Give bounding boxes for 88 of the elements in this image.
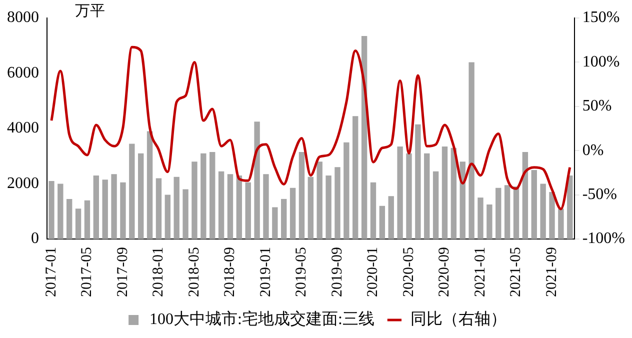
- bar: [120, 182, 126, 240]
- bar: [388, 196, 394, 240]
- x-tick-label: 2017-01: [43, 247, 60, 298]
- bar: [290, 188, 296, 240]
- bar: [236, 175, 242, 240]
- y2-tick-label: 150%: [582, 9, 620, 26]
- y2-tick-label: 100%: [582, 53, 620, 70]
- bar: [227, 174, 234, 240]
- x-tick-label: 2020-01: [365, 247, 382, 298]
- y-tick-label: 0: [31, 230, 39, 248]
- x-tick-label: 2021-05: [508, 247, 524, 298]
- y-tick-label: 8000: [7, 9, 39, 26]
- bar: [468, 62, 474, 240]
- bar: [182, 189, 188, 240]
- bar: [281, 198, 287, 240]
- x-tick-label: 2021-01: [472, 247, 488, 298]
- x-tick-label: 2019-05: [294, 247, 310, 298]
- x-tick-label: 2019-09: [329, 247, 346, 298]
- bar: [352, 116, 358, 240]
- bar: [334, 167, 340, 240]
- x-tick-label: 2018-09: [222, 247, 238, 298]
- y2-tick-label: 0%: [582, 142, 604, 159]
- bar: [513, 186, 520, 240]
- bar: [146, 131, 153, 240]
- legend-label: 同比（右轴）: [410, 310, 506, 328]
- bar: [200, 153, 206, 240]
- bar: [138, 153, 144, 240]
- bar: [102, 180, 108, 240]
- bar: [75, 208, 82, 240]
- bar: [164, 194, 171, 240]
- bar: [218, 171, 224, 240]
- y2-tick-label: -50%: [582, 186, 617, 204]
- bar: [210, 152, 216, 240]
- bar: [370, 182, 376, 240]
- x-tick-label: 2020-05: [400, 247, 417, 298]
- bar: [540, 184, 546, 240]
- bar: [344, 142, 350, 240]
- x-tick-label: 2020-09: [436, 247, 453, 298]
- bar: [316, 162, 322, 240]
- bar: [496, 188, 502, 240]
- bar: [156, 178, 162, 240]
- bar: [442, 146, 448, 240]
- x-tick-label: 2021-09: [544, 247, 560, 298]
- bar: [397, 146, 403, 240]
- bar: [415, 124, 421, 240]
- bar: [379, 206, 386, 240]
- bar: [432, 171, 439, 240]
- bar: [460, 162, 466, 240]
- bar: [174, 176, 180, 240]
- bar: [48, 180, 54, 240]
- bar: [450, 148, 457, 240]
- bar: [111, 174, 117, 240]
- bar: [567, 175, 573, 240]
- bar: [308, 176, 314, 240]
- x-tick-label: 2017-09: [114, 247, 131, 298]
- bar: [558, 208, 564, 240]
- bar: [406, 153, 412, 240]
- bar: [424, 153, 430, 240]
- bar: [263, 174, 269, 240]
- bar: [254, 122, 260, 240]
- bar: [245, 182, 251, 240]
- bar: [58, 184, 64, 240]
- bar: [298, 152, 305, 240]
- bar: [192, 162, 198, 240]
- x-tick-label: 2017-05: [79, 247, 96, 298]
- annotation: 万平: [75, 3, 105, 20]
- legend-label: 100大中城市:宅地成交建面:三线: [150, 310, 374, 328]
- y2-tick-label: -100%: [582, 230, 625, 248]
- bar: [531, 170, 537, 240]
- bar: [129, 144, 135, 240]
- bar: [504, 185, 510, 240]
- bar: [93, 175, 100, 240]
- x-tick-label: 2019-01: [258, 247, 274, 298]
- x-tick-label: 2018-05: [186, 247, 202, 298]
- bar: [549, 192, 555, 240]
- line-series: [50, 46, 572, 210]
- bar: [486, 204, 492, 240]
- bar: [478, 198, 484, 240]
- bar: [84, 200, 90, 240]
- y-tick-label: 4000: [7, 120, 39, 137]
- bar: [522, 152, 528, 240]
- y-tick-label: 6000: [7, 64, 39, 82]
- x-tick-label: 2018-01: [150, 247, 167, 298]
- y2-tick-label: 50%: [582, 98, 612, 115]
- bar: [272, 207, 278, 240]
- bar: [326, 175, 332, 240]
- bar: [66, 198, 72, 240]
- y-tick-label: 2000: [7, 174, 39, 192]
